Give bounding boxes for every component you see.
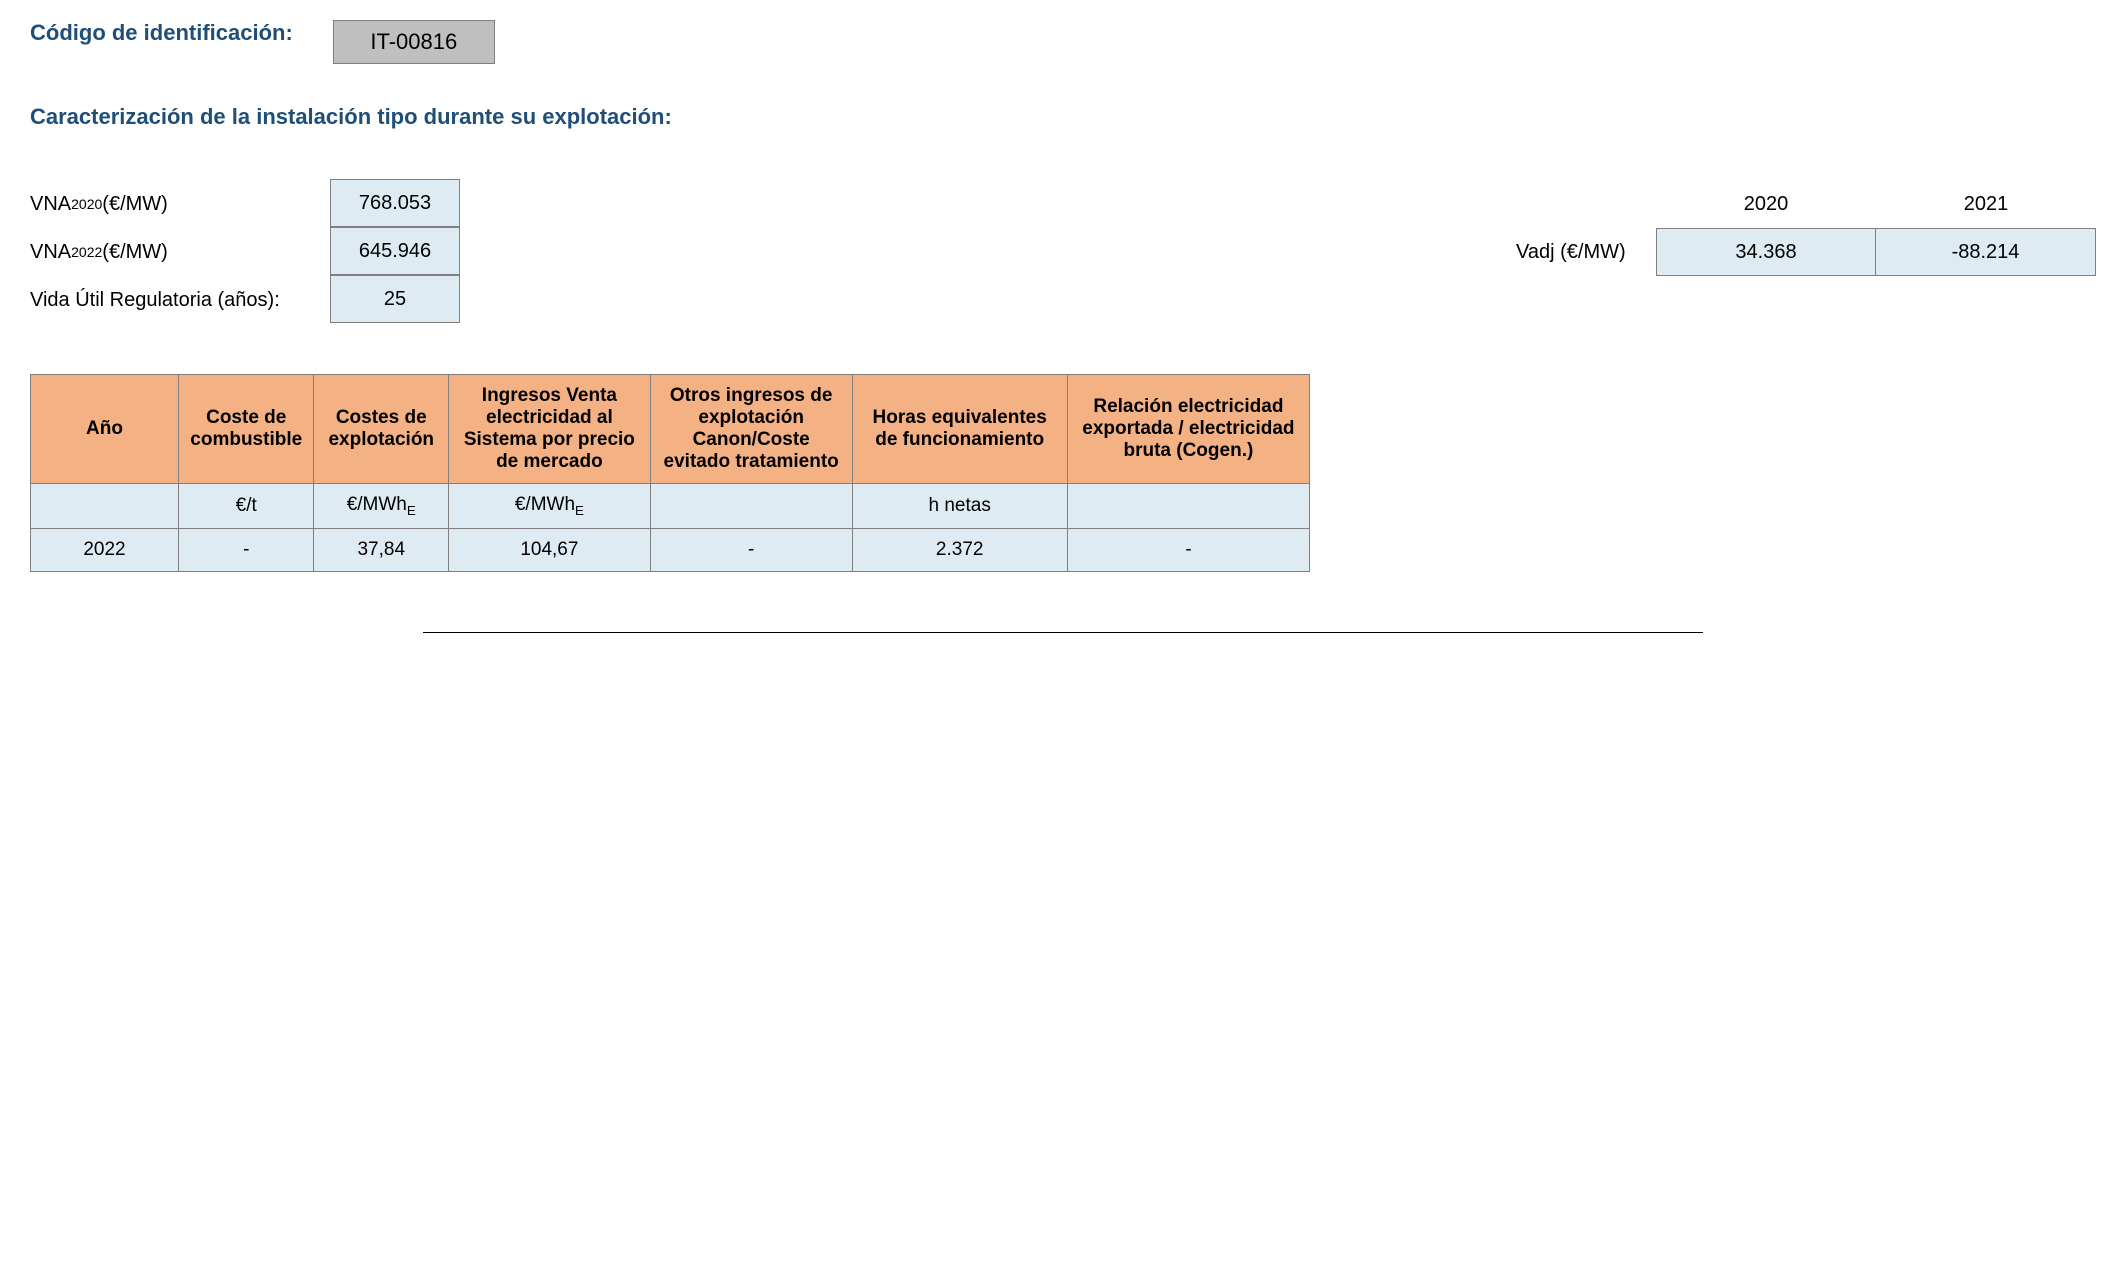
unit-relacion	[1067, 484, 1309, 529]
th-ano: Año	[31, 375, 179, 484]
vna2020-value: 768.053	[330, 179, 460, 227]
vadj-label: Vadj (€/MW)	[1516, 228, 1656, 276]
unit-coste-comb: €/t	[178, 484, 314, 529]
code-label: Código de identificación:	[30, 20, 293, 46]
parameters-left: VNA2020 (€/MW) 768.053 VNA2022 (€/MW) 64…	[30, 180, 460, 324]
code-value-box: IT-00816	[333, 20, 495, 64]
vida-label: Vida Útil Regulatoria (años):	[30, 276, 330, 324]
vna2020-suffix: (€/MW)	[102, 193, 168, 216]
vadj-year-1: 2021	[1876, 180, 2096, 228]
unit-horas: h netas	[852, 484, 1067, 529]
separator-line	[423, 632, 1703, 633]
vadj-value-1: -88.214	[1875, 228, 2096, 276]
th-relacion: Relación electricidad exportada / electr…	[1067, 375, 1309, 484]
cell-coste-comb: -	[178, 528, 314, 571]
th-horas: Horas equivalentes de funcionamiento	[852, 375, 1067, 484]
unit-costes-expl-sub: E	[407, 503, 416, 518]
unit-costes-expl: €/MWhE	[314, 484, 449, 529]
cell-horas: 2.372	[852, 528, 1067, 571]
cell-ingresos: 104,67	[449, 528, 651, 571]
vna2022-sub: 2022	[71, 244, 102, 260]
cell-otros: -	[650, 528, 852, 571]
th-costes-expl: Costes de explotación	[314, 375, 449, 484]
unit-ano	[31, 484, 179, 529]
table-header-row: Año Coste de combustible Costes de explo…	[31, 375, 1310, 484]
unit-ingresos-sub: E	[575, 503, 584, 518]
vadj-year-0: 2020	[1656, 180, 1876, 228]
vadj-value-0: 34.368	[1656, 228, 1876, 276]
vna2022-value: 645.946	[330, 227, 460, 275]
table-row: 2022 - 37,84 104,67 - 2.372 -	[31, 528, 1310, 571]
unit-ingresos: €/MWhE	[449, 484, 651, 529]
section-title: Caracterización de la instalación tipo d…	[30, 104, 2096, 130]
vna2020-sub: 2020	[71, 196, 102, 212]
vna2022-label: VNA2022 (€/MW)	[30, 228, 330, 276]
vna2022-prefix: VNA	[30, 241, 71, 264]
unit-costes-expl-prefix: €/MWh	[347, 494, 407, 515]
cell-relacion: -	[1067, 528, 1309, 571]
vida-value: 25	[330, 275, 460, 323]
th-otros: Otros ingresos de explotación Canon/Cost…	[650, 375, 852, 484]
main-table: Año Coste de combustible Costes de explo…	[30, 374, 1310, 572]
unit-otros	[650, 484, 852, 529]
vna2020-label: VNA2020 (€/MW)	[30, 180, 330, 228]
table-units-row: €/t €/MWhE €/MWhE h netas	[31, 484, 1310, 529]
unit-ingresos-prefix: €/MWh	[515, 494, 575, 515]
th-ingresos: Ingresos Venta electricidad al Sistema p…	[449, 375, 651, 484]
vna2020-prefix: VNA	[30, 193, 71, 216]
vadj-block: 2020 2021 Vadj (€/MW) 34.368 -88.214	[1516, 180, 2096, 276]
th-coste-comb: Coste de combustible	[178, 375, 314, 484]
vna2022-suffix: (€/MW)	[102, 241, 168, 264]
cell-ano: 2022	[31, 528, 179, 571]
cell-costes-expl: 37,84	[314, 528, 449, 571]
